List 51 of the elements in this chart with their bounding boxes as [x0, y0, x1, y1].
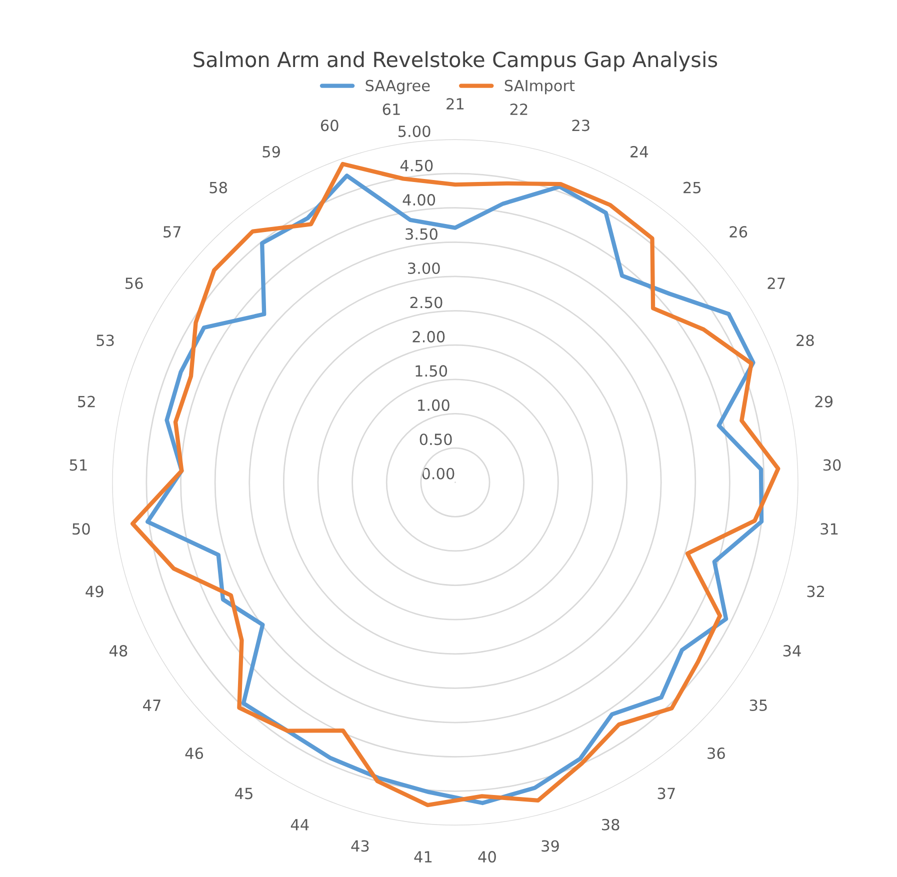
spoke-label: 25 — [684, 182, 701, 194]
spoke-label: 37 — [658, 788, 675, 800]
y-tick-label: 5.00 — [398, 126, 430, 138]
spoke-label: 34 — [783, 645, 801, 657]
spoke-label: 60 — [320, 120, 338, 132]
y-tick-label: 0.50 — [420, 434, 452, 446]
legend-label: SAAgree — [366, 80, 430, 94]
y-tick-label: 3.00 — [408, 262, 440, 274]
spoke-label: 53 — [96, 334, 114, 346]
spoke-label: 32 — [807, 586, 824, 598]
spoke-label: 36 — [708, 748, 725, 760]
y-tick-label: 1.00 — [418, 399, 450, 411]
chart-title: Salmon Arm and Revelstoke Campus Gap Analysis — [194, 51, 718, 72]
y-tick-label: 4.50 — [400, 160, 433, 172]
spoke-label: 48 — [110, 645, 128, 657]
spoke-label: 23 — [572, 120, 590, 132]
y-tick-label: 1.50 — [416, 365, 448, 377]
spoke-label: 38 — [602, 818, 620, 830]
spoke-label: 52 — [78, 396, 95, 408]
y-tick-label: 3.50 — [406, 228, 438, 240]
legend-label: SAImport — [504, 80, 575, 94]
spoke-label: 31 — [820, 523, 838, 535]
spoke-label: 28 — [796, 334, 814, 346]
spoke-label: 61 — [382, 104, 400, 116]
y-tick-label: 0.00 — [422, 468, 454, 480]
spoke-label: 22 — [510, 104, 528, 115]
spoke-label: 21 — [446, 98, 464, 110]
spoke-label: 49 — [86, 586, 104, 598]
spoke-label: 39 — [542, 840, 559, 852]
spoke-label: 59 — [262, 146, 280, 158]
spoke-label: 41 — [414, 851, 432, 862]
spoke-label: 44 — [290, 819, 309, 830]
spoke-label: 27 — [768, 277, 785, 289]
spoke-label: 50 — [72, 523, 90, 535]
spoke-label: 29 — [815, 396, 833, 408]
spoke-label: 30 — [823, 459, 841, 471]
spoke-label: 24 — [630, 146, 648, 158]
y-tick-label: 4.00 — [402, 194, 436, 206]
spoke-label: 47 — [143, 700, 160, 711]
spoke-label: 51 — [70, 459, 87, 471]
spoke-label: 56 — [126, 277, 143, 290]
spoke-label: 45 — [235, 788, 252, 800]
spoke-label: 43 — [351, 840, 369, 852]
spoke-label: 57 — [164, 226, 181, 238]
y-tick-label: 2.50 — [410, 296, 442, 308]
spoke-label: 26 — [730, 226, 748, 238]
spoke-label: 46 — [185, 748, 204, 760]
spoke-label: 35 — [750, 699, 767, 712]
spoke-label: 40 — [478, 851, 496, 863]
y-tick-label: 2.00 — [412, 330, 445, 342]
spoke-label: 58 — [210, 182, 227, 194]
